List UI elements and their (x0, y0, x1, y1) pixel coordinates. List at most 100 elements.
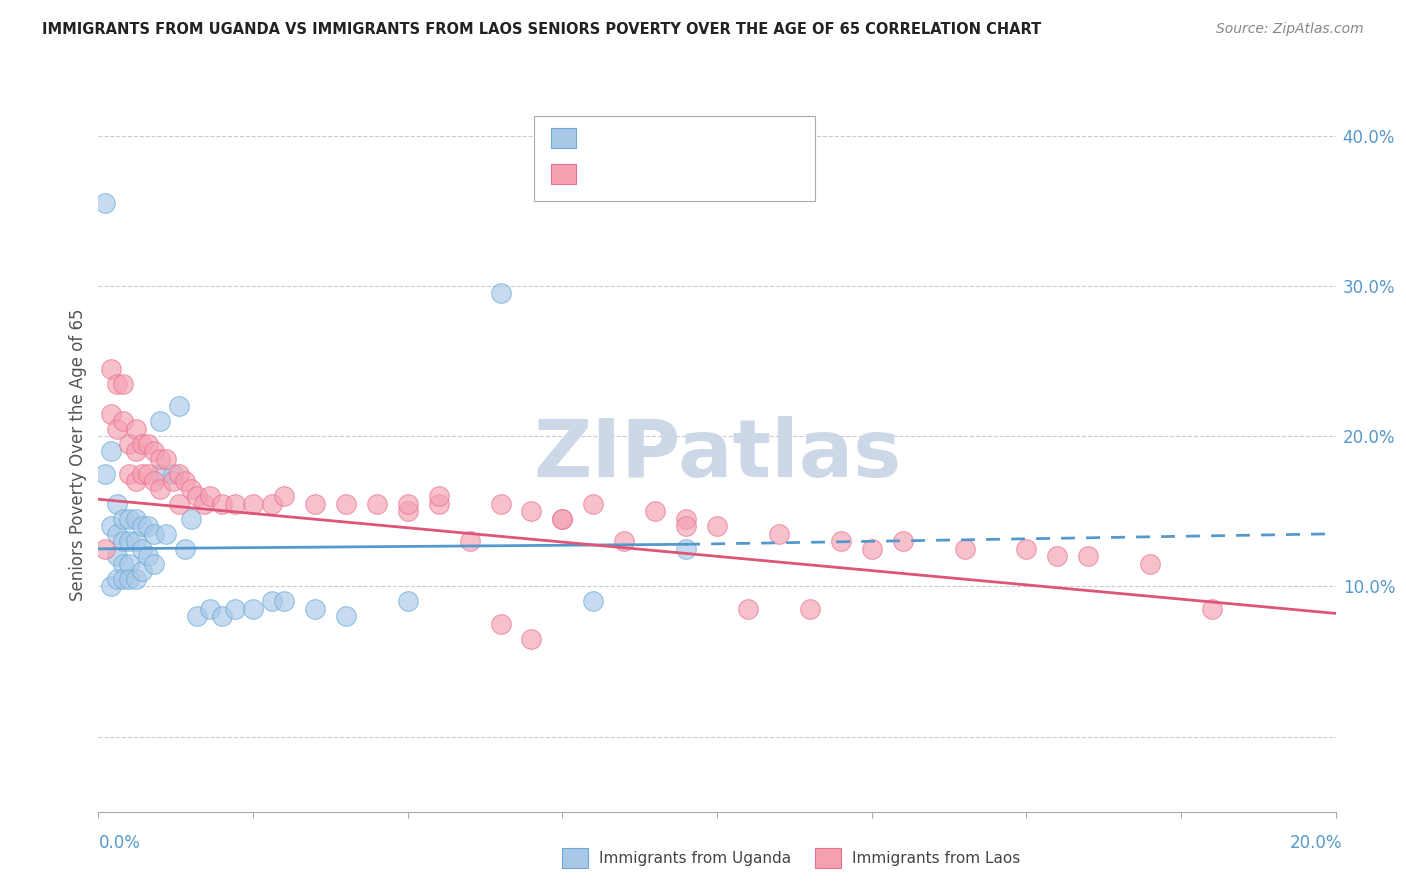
Point (366, 497, 388, 511)
Point (1015, 541, 1038, 556)
Point (118, 467, 141, 481)
Point (582, 497, 605, 511)
Point (520, 632, 543, 646)
Point (260, 594, 283, 608)
Point (167, 497, 190, 511)
Point (131, 467, 153, 481)
Point (124, 512, 146, 526)
Point (489, 616, 512, 631)
Point (105, 497, 128, 511)
Point (737, 602, 759, 616)
Text: 0.0%: 0.0% (98, 834, 141, 852)
Point (675, 512, 697, 526)
Point (105, 549, 128, 564)
Text: IMMIGRANTS FROM UGANDA VS IMMIGRANTS FROM LAOS SENIORS POVERTY OVER THE AGE OF 6: IMMIGRANTS FROM UGANDA VS IMMIGRANTS FRO… (42, 22, 1042, 37)
Point (112, 512, 135, 526)
Point (118, 512, 141, 526)
Text: 20.0%: 20.0% (1291, 834, 1343, 852)
Point (242, 602, 264, 616)
Point (458, 534, 481, 549)
Point (105, 422, 128, 436)
Point (211, 497, 233, 511)
Point (105, 572, 128, 586)
Point (198, 489, 221, 503)
Point (224, 602, 246, 616)
Point (489, 286, 512, 301)
Point (644, 504, 666, 518)
Point (582, 594, 605, 608)
Point (93, 541, 115, 556)
Point (105, 376, 128, 391)
Point (93, 467, 115, 481)
Point (273, 594, 295, 608)
Point (551, 512, 574, 526)
Point (198, 602, 221, 616)
Point (304, 497, 326, 511)
Point (143, 444, 166, 458)
Point (186, 609, 208, 624)
Point (162, 467, 184, 481)
Point (93, 196, 115, 211)
Point (891, 534, 914, 549)
Point (143, 474, 166, 488)
Point (193, 497, 215, 511)
Point (180, 482, 202, 496)
Point (304, 602, 326, 616)
Point (174, 541, 197, 556)
Point (118, 572, 141, 586)
Point (830, 534, 852, 549)
Text: ZIPatlas: ZIPatlas (533, 416, 901, 494)
Point (860, 541, 883, 556)
Point (131, 565, 153, 579)
Point (124, 444, 146, 458)
Point (675, 541, 697, 556)
Point (124, 422, 146, 436)
Point (112, 414, 135, 428)
Text: Immigrants from Laos: Immigrants from Laos (852, 851, 1021, 865)
Point (953, 541, 976, 556)
Point (551, 512, 574, 526)
Point (131, 436, 153, 450)
Point (396, 497, 419, 511)
Point (396, 594, 419, 608)
Point (131, 519, 153, 533)
Point (489, 497, 512, 511)
Point (149, 414, 172, 428)
Point (520, 504, 543, 518)
Point (613, 534, 636, 549)
Point (112, 376, 135, 391)
Point (180, 512, 202, 526)
Point (118, 557, 141, 571)
Point (211, 609, 233, 624)
Point (112, 572, 135, 586)
Point (143, 557, 166, 571)
Point (1046, 549, 1069, 564)
Point (1139, 557, 1161, 571)
Point (186, 489, 208, 503)
Point (131, 541, 153, 556)
Point (174, 474, 197, 488)
Text: Source: ZipAtlas.com: Source: ZipAtlas.com (1216, 22, 1364, 37)
Point (149, 482, 172, 496)
Point (273, 489, 295, 503)
Point (335, 609, 357, 624)
Point (100, 579, 122, 593)
Point (335, 497, 357, 511)
Point (124, 474, 146, 488)
Point (143, 526, 166, 541)
Point (112, 534, 135, 549)
Point (118, 534, 141, 549)
Text: R = 0.027   N = 47: R = 0.027 N = 47 (588, 131, 733, 145)
Point (100, 407, 122, 421)
Point (149, 451, 172, 466)
Point (167, 399, 190, 413)
Point (155, 451, 177, 466)
Point (100, 444, 122, 458)
Point (118, 436, 141, 450)
Point (1077, 549, 1099, 564)
Point (260, 497, 283, 511)
Point (167, 467, 190, 481)
Point (136, 436, 159, 450)
Point (155, 526, 177, 541)
Point (149, 467, 172, 481)
